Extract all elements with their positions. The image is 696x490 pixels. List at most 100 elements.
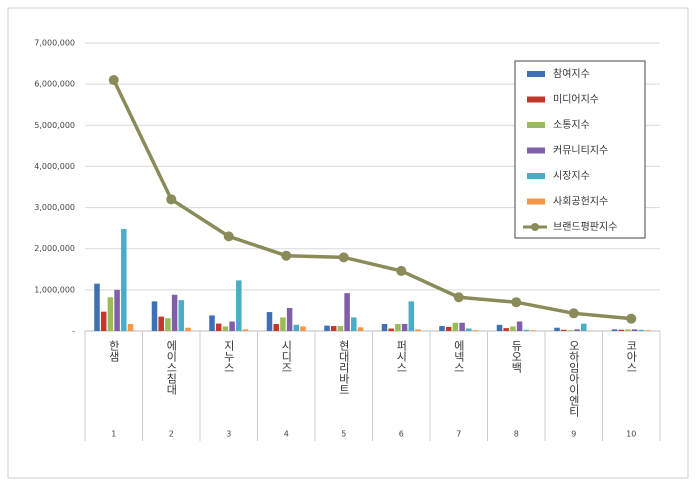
legend-swatch (527, 148, 545, 154)
x-tick-label: 현대리바트 (337, 340, 350, 395)
group-label: 10 (626, 430, 636, 439)
bar (574, 329, 580, 331)
line-marker (511, 297, 521, 307)
legend-label: 소통지수 (553, 119, 590, 131)
bar (446, 327, 452, 331)
x-tick-label: 퍼시스 (395, 340, 408, 373)
bar (243, 329, 249, 331)
group-label: 6 (399, 430, 404, 439)
bar (466, 329, 472, 331)
bar (618, 330, 624, 331)
bar (517, 322, 523, 331)
x-tick-label: 지누스 (222, 340, 235, 373)
y-tick-label: 2,000,000 (34, 244, 75, 253)
bar (229, 322, 235, 331)
bar (524, 330, 530, 331)
y-tick-label: 3,000,000 (34, 203, 75, 212)
bar (459, 323, 465, 331)
y-tick-label: 7,000,000 (34, 39, 75, 48)
bar (561, 330, 567, 331)
bar (612, 329, 618, 331)
line-marker (569, 308, 579, 318)
bar (294, 325, 300, 331)
bar (530, 330, 536, 331)
bar (114, 290, 120, 331)
bar (185, 328, 191, 331)
bar (158, 317, 164, 331)
bar (121, 229, 127, 331)
bar (223, 326, 229, 331)
bar (300, 326, 306, 331)
x-tick-label: 듀오백 (510, 340, 523, 373)
line-marker (396, 266, 406, 276)
bar (639, 330, 645, 331)
bar (358, 327, 364, 331)
bar (172, 295, 178, 331)
legend-swatch (527, 71, 545, 77)
x-tick-label: 시디즈 (280, 340, 293, 373)
x-tick-label: 오하임아이엔티 (567, 340, 580, 417)
bar (165, 318, 171, 331)
group-label: 1 (111, 430, 116, 439)
bar (287, 308, 293, 331)
group-label: 8 (514, 430, 519, 439)
y-tick-label: 4,000,000 (34, 162, 75, 171)
bar (473, 330, 479, 331)
bar (236, 280, 242, 331)
legend-swatch (527, 122, 545, 128)
line-marker (626, 314, 636, 324)
bar (645, 330, 651, 331)
line-marker (454, 292, 464, 302)
x-tick-label: 한샘 (107, 340, 120, 362)
bar (128, 324, 134, 331)
bar (344, 293, 350, 331)
bar (409, 301, 415, 331)
line-marker (281, 251, 291, 261)
bar (388, 329, 394, 331)
legend-label: 참여지수 (553, 68, 590, 80)
bar (101, 312, 107, 331)
bar (568, 330, 574, 331)
y-tick-label: 5,000,000 (34, 121, 75, 130)
legend-label: 시장지수 (553, 170, 590, 182)
bar (324, 326, 330, 331)
bar (510, 326, 516, 331)
bar (395, 324, 401, 331)
bar (439, 326, 445, 331)
bar (503, 328, 509, 331)
group-label: 5 (341, 430, 346, 439)
bar (382, 324, 388, 331)
bar (179, 300, 185, 331)
legend-label: 미디어지수 (553, 94, 599, 106)
line-marker (109, 75, 119, 85)
bar (108, 297, 114, 331)
group-label: 7 (456, 430, 461, 439)
bar (331, 326, 337, 331)
bar (415, 329, 421, 331)
y-tick-label: 1,000,000 (34, 285, 75, 294)
legend-swatch (531, 223, 539, 231)
group-label: 3 (226, 430, 231, 439)
legend-label: 사회공헌지수 (553, 196, 608, 208)
bar (453, 323, 459, 331)
x-tick-label: 코아스 (625, 340, 638, 373)
bar (351, 317, 357, 331)
bar (216, 324, 222, 331)
legend-label: 커뮤니티지수 (553, 145, 608, 157)
line-marker (339, 252, 349, 262)
bar (625, 329, 631, 331)
bar (273, 324, 279, 331)
line-marker (224, 231, 234, 241)
bar (632, 329, 638, 331)
bar (581, 324, 587, 331)
y-tick-label: - (72, 327, 75, 336)
line-marker (166, 194, 176, 204)
x-tick-label: 에이스침대 (165, 340, 178, 395)
legend-swatch (527, 97, 545, 103)
bar (209, 315, 215, 331)
bar (94, 284, 100, 331)
bar (152, 301, 158, 331)
legend-label: 브랜드평판지수 (553, 221, 617, 233)
bar (280, 317, 286, 331)
